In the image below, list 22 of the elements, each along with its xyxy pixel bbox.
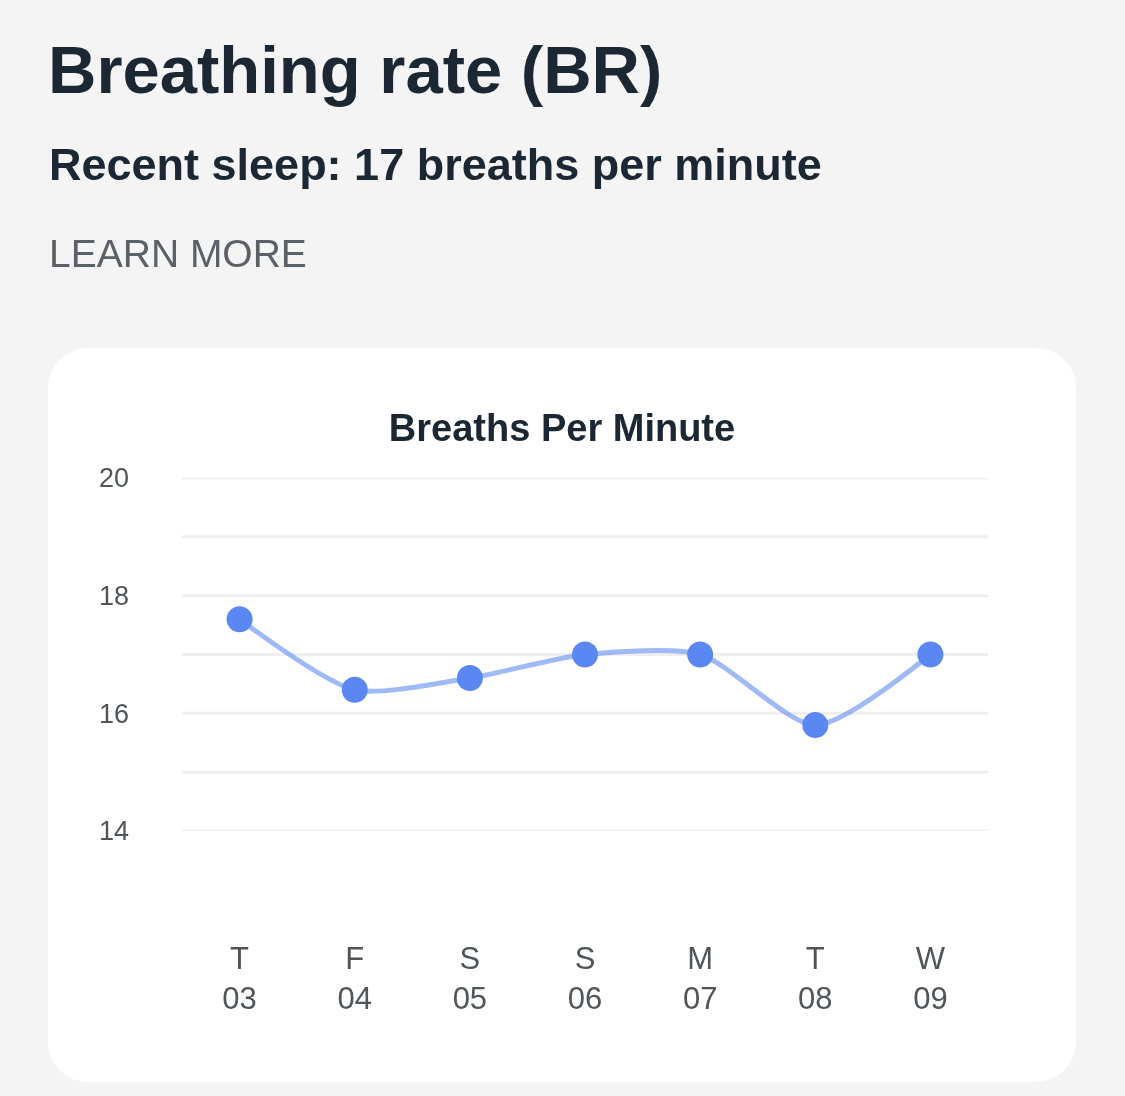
x-tick-label: S 05: [452, 941, 488, 1017]
x-tick-label: T 03: [222, 941, 257, 1017]
x-tick-label: T 08: [798, 941, 833, 1017]
y-tick-label: 16: [98, 698, 129, 729]
x-tick-label: W 09: [913, 941, 948, 1017]
chart-subtitle: Recent sleep: 17 breaths per minute: [49, 139, 822, 190]
point: [802, 712, 829, 739]
x-tick-label: S 06: [567, 941, 603, 1017]
x-tick-label: F 04: [337, 941, 372, 1017]
x-tick-label: M 07: [682, 941, 718, 1017]
point: [226, 606, 253, 633]
point: [456, 665, 483, 692]
point: [917, 641, 944, 668]
chart-title: Breathing rate (BR): [48, 32, 663, 107]
y-tick-label: 14: [98, 816, 129, 847]
text: LEARN MORE: [49, 232, 307, 276]
point: [341, 676, 368, 703]
y-axis-title: Breaths Per Minute: [388, 407, 736, 450]
point: [687, 641, 714, 668]
point: [572, 641, 598, 668]
y-tick-label: 18: [98, 581, 129, 612]
y-tick-label: 20: [98, 463, 129, 494]
